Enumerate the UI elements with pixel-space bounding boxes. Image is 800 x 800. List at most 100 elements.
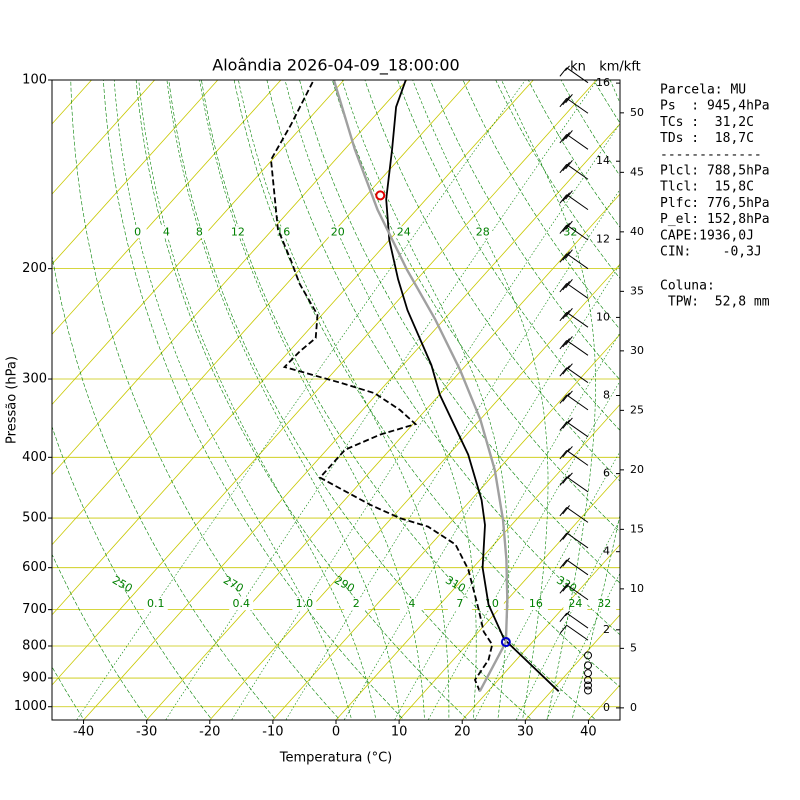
y-tick-label: 500 xyxy=(22,511,47,526)
wind-barb xyxy=(559,582,589,601)
barb-feather xyxy=(562,582,570,592)
height-tick-label: 5 xyxy=(630,641,637,654)
moist-adiabat-label: 8 xyxy=(196,225,203,238)
column-info: TPW: 52,8 mm xyxy=(660,295,770,310)
y-tick-label: 600 xyxy=(22,560,47,575)
parcel-info: TDs : 18,7C xyxy=(660,131,754,146)
isotherm xyxy=(52,80,345,406)
y-tick-label: 1000 xyxy=(14,699,47,714)
barb-feather xyxy=(559,194,568,204)
x-tick-label: 0 xyxy=(332,725,340,740)
barb-feather xyxy=(567,417,573,424)
height-tick-label: 50 xyxy=(630,106,644,119)
parcel-info: P_el: 152,8hPa xyxy=(660,212,770,227)
barb-staff xyxy=(566,394,589,411)
barb-feather xyxy=(559,584,568,594)
moist-adiabat xyxy=(284,80,477,720)
wind-barb xyxy=(559,390,589,411)
barb-feather xyxy=(567,472,573,479)
label-bg xyxy=(394,226,413,239)
dry-adiabat xyxy=(233,80,620,688)
moist-adiabat-label: 20 xyxy=(331,225,345,238)
label-bg xyxy=(128,226,147,239)
barb-feather xyxy=(559,340,568,350)
calm-circle xyxy=(584,681,592,690)
height-tick-label: 0 xyxy=(630,701,637,714)
x-axis-label: Temperatura (°C) xyxy=(279,751,392,766)
dry-adiabat xyxy=(430,80,620,381)
barb-feather xyxy=(564,610,570,617)
moist-adiabat xyxy=(238,80,450,720)
label-bg xyxy=(344,598,369,611)
wind-barb xyxy=(559,505,589,523)
calm-circle xyxy=(584,661,592,670)
barb-feather xyxy=(562,309,570,320)
dry-adiabat xyxy=(135,80,469,720)
x-tick-label: 10 xyxy=(391,725,408,740)
barb-feather xyxy=(562,419,570,429)
moist-adiabat xyxy=(166,80,401,720)
level-marker xyxy=(500,637,511,648)
height-tick-label: 16 xyxy=(596,76,610,89)
barb-feather xyxy=(567,446,573,452)
x-tick-label: 40 xyxy=(580,725,597,740)
barb-feather xyxy=(559,624,568,635)
mixing-ratio-line xyxy=(165,80,598,720)
barb-feather xyxy=(562,222,570,232)
barb-staff xyxy=(566,282,589,299)
barb-feather xyxy=(562,132,570,142)
mixing-ratio-label: 4 xyxy=(408,597,415,610)
barb-feather xyxy=(565,307,573,318)
x-tick-label: -30 xyxy=(136,725,157,740)
barb-feather xyxy=(562,338,570,348)
profile-line xyxy=(332,80,509,692)
barb-staff xyxy=(566,559,589,576)
barb-staff xyxy=(566,624,589,641)
height-tick-label: 4 xyxy=(603,545,610,558)
label-bg xyxy=(143,598,168,611)
mixing-ratio-label: 2 xyxy=(353,597,360,610)
isotherm xyxy=(52,80,219,265)
calm-circle xyxy=(584,686,592,695)
label-bg xyxy=(523,598,548,611)
barb-feather xyxy=(562,505,570,515)
moist-adiabat-label: 12 xyxy=(231,225,245,238)
barb-feather xyxy=(562,251,570,261)
mixing-ratio-label: 0.4 xyxy=(232,597,250,610)
barb-feather xyxy=(562,365,570,375)
barb-staff xyxy=(566,421,589,438)
calm-circle xyxy=(584,651,592,660)
moist-adiabat xyxy=(501,80,596,720)
barb-feather xyxy=(559,253,568,263)
barb-feather xyxy=(559,559,568,569)
barb-feather xyxy=(562,192,570,202)
barb-feather xyxy=(567,363,573,369)
wind-barb xyxy=(559,249,589,270)
dry-adiabat xyxy=(266,80,620,636)
barb-feather xyxy=(565,190,573,200)
barb-staff xyxy=(566,340,589,356)
wind-barb xyxy=(559,557,589,576)
y-tick-label: 700 xyxy=(22,602,47,617)
height-tick-label: 2 xyxy=(603,623,610,636)
height-tick-label: 25 xyxy=(630,403,644,416)
barb-feather xyxy=(559,134,568,144)
wind-barb xyxy=(559,130,589,150)
barb-feather xyxy=(559,224,568,234)
barb-staff xyxy=(566,367,589,384)
barb-feather xyxy=(565,336,573,346)
parcel-info: Ps : 945,4hPa xyxy=(660,99,770,114)
moist-adiabat-label: 4 xyxy=(163,225,170,238)
wind-barb xyxy=(584,651,592,660)
barb-feather xyxy=(562,392,570,402)
wind-barb xyxy=(584,676,592,685)
barb-feather xyxy=(562,96,570,106)
y-tick-label: 200 xyxy=(22,261,47,276)
barb-staff xyxy=(566,194,589,211)
wind-barb xyxy=(584,661,592,670)
moist-adiabat xyxy=(113,80,353,720)
barb-feather xyxy=(559,164,568,174)
dry-adiabat xyxy=(462,80,620,330)
